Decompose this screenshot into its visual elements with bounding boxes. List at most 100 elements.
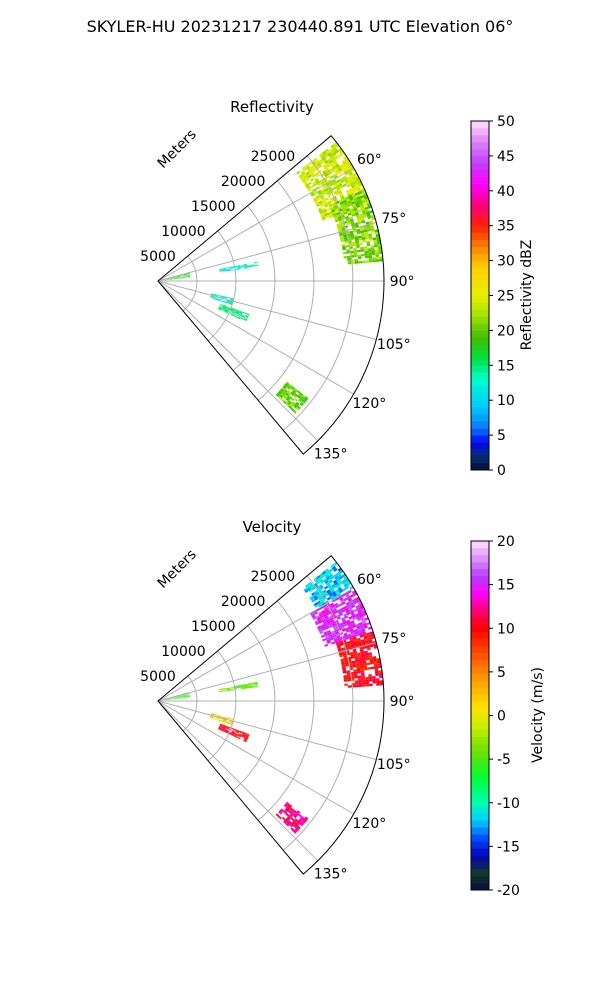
colorbar-swatch (471, 323, 489, 330)
echo-cell (214, 714, 217, 715)
reflectivity-panel: Reflectivity Meters 50001000015000200002… (140, 98, 535, 479)
colorbar-swatch (471, 806, 489, 813)
echo-cell (358, 682, 362, 685)
echo-cell (243, 312, 247, 314)
colorbar-swatch (471, 407, 489, 414)
colorbar-tick-label: 0 (497, 709, 506, 725)
echo-cell (373, 681, 377, 684)
colorbar-swatch (471, 240, 489, 247)
azimuth-spoke (158, 281, 318, 441)
echo-cell (235, 314, 239, 316)
colorbar-swatch (471, 233, 489, 240)
colorbar-swatch (471, 632, 489, 639)
colorbar-swatch (471, 792, 489, 799)
echo-cell (234, 316, 238, 318)
colorbar-tick-label: 0 (497, 463, 506, 479)
echo-cell (372, 679, 376, 682)
echo-cell (375, 249, 379, 252)
colorbar-swatch (471, 667, 489, 674)
colorbar-swatch (471, 177, 489, 184)
colorbar-swatch (471, 618, 489, 625)
echo-cell (358, 680, 362, 683)
echo-cell (255, 686, 259, 688)
range-tick-label: 25000 (251, 149, 296, 165)
echo-cell (358, 254, 362, 257)
azimuth-tick-label: 90° (390, 274, 415, 290)
colorbar-swatch (471, 820, 489, 827)
colorbar-swatch (471, 393, 489, 400)
echo-cell (365, 260, 369, 263)
echo-cell (371, 250, 375, 253)
echo-cell (246, 313, 250, 315)
colorbar-swatch (471, 736, 489, 743)
colorbar-tick-label: 45 (497, 149, 515, 165)
echo-cell (343, 256, 347, 259)
colorbar-swatch (471, 344, 489, 351)
colorbar-swatch (471, 876, 489, 883)
echo-cell (371, 666, 375, 669)
velocity-radial-label: Meters (155, 547, 200, 592)
colorbar-swatch (471, 191, 489, 198)
echo-cell (331, 642, 335, 645)
echo-cell (347, 260, 351, 263)
echo-cell (223, 690, 227, 691)
echo-cell (376, 259, 380, 262)
azimuth-spoke (158, 701, 376, 759)
velocity-panel: Velocity Meters 500010000150002000025000… (140, 518, 546, 899)
echo-cell (218, 295, 221, 296)
echo-cell (347, 679, 351, 682)
colorbar-swatch (471, 351, 489, 358)
colorbar-swatch (471, 743, 489, 750)
range-ring (258, 601, 314, 821)
colorbar-tick-label: 35 (497, 219, 515, 235)
colorbar-tick-label: 10 (497, 393, 515, 409)
colorbar-swatch (471, 449, 489, 456)
colorbar-tick-label: 5 (497, 428, 506, 444)
range-tick-label: 25000 (251, 569, 296, 585)
echo-cell (359, 242, 363, 245)
range-tick-label: 10000 (161, 224, 206, 240)
echo-cell (376, 257, 380, 260)
echo-cell (355, 261, 359, 264)
echo-cell (347, 258, 351, 261)
echo-cell (326, 208, 330, 211)
colorbar-swatch (471, 764, 489, 771)
echo-cell (213, 718, 216, 720)
colorbar-swatch (471, 597, 489, 604)
echo-cell (364, 246, 368, 249)
echo-cell (372, 676, 376, 679)
colorbar-swatch (471, 722, 489, 729)
colorbar-swatch (471, 771, 489, 778)
range-tick-label: 10000 (161, 644, 206, 660)
colorbar-swatch (471, 184, 489, 191)
colorbar-swatch (471, 646, 489, 653)
echo-cell (366, 662, 370, 665)
colorbar-swatch (471, 442, 489, 449)
colorbar-swatch (471, 674, 489, 681)
colorbar-swatch (471, 212, 489, 219)
echo-cell (375, 254, 379, 257)
echo-cell (376, 681, 380, 684)
colorbar-swatch (471, 302, 489, 309)
echo-cell (372, 252, 376, 255)
colorbar-swatch (471, 226, 489, 233)
colorbar-swatch (471, 337, 489, 344)
colorbar-swatch (471, 848, 489, 855)
echo-cell (365, 677, 369, 680)
colorbar-swatch (471, 562, 489, 569)
colorbar-swatch (471, 400, 489, 407)
colorbar-swatch (471, 548, 489, 555)
colorbar-swatch (471, 695, 489, 702)
range-ring (208, 651, 236, 761)
echo-cell (345, 245, 349, 248)
colorbar-tick-label: 10 (497, 621, 515, 637)
colorbar-swatch (471, 149, 489, 156)
echo-cell (358, 678, 362, 681)
echo-cell (372, 260, 376, 263)
colorbar-swatch (471, 541, 489, 548)
echo-cell (344, 684, 348, 686)
echo-cell (367, 667, 371, 670)
echo-cell (372, 257, 376, 260)
colorbar-swatch (471, 702, 489, 709)
